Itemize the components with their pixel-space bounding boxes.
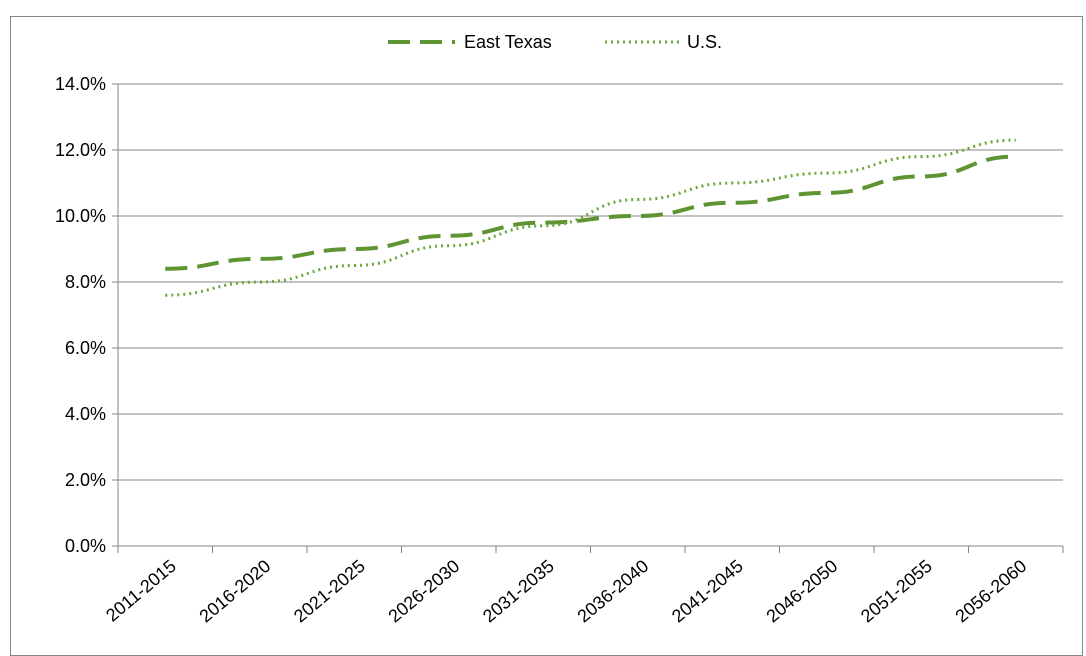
y-tick-label: 0.0% — [65, 536, 106, 556]
y-tick-label: 6.0% — [65, 338, 106, 358]
y-tick-label: 4.0% — [65, 404, 106, 424]
x-tick-label: 2026-2030 — [385, 556, 464, 627]
x-tick-label: 2021-2025 — [290, 556, 369, 627]
y-tick-labels: 0.0% 2.0% 4.0% 6.0% 8.0% 10.0% 12.0% 14.0% — [55, 74, 106, 556]
legend-label: U.S. — [687, 32, 722, 52]
series-lines — [165, 138, 1016, 297]
series-line-east-texas — [165, 154, 1016, 271]
y-tick-label: 14.0% — [55, 74, 106, 94]
x-tick-label: 2051-2055 — [857, 556, 936, 627]
chart-frame — [10, 16, 1083, 656]
y-tick-label: 12.0% — [55, 140, 106, 160]
y-tick-label: 8.0% — [65, 272, 106, 292]
x-tick-label: 2011-2015 — [102, 556, 180, 626]
y-tick-label: 10.0% — [55, 206, 106, 226]
series-line-us — [165, 138, 1016, 297]
x-tick-labels: 2011-2015 2016-2020 2021-2025 2026-2030 2031… — [102, 556, 1030, 627]
x-tick-label: 2056-2060 — [952, 556, 1031, 627]
x-tick-label: 2041-2045 — [668, 556, 747, 627]
x-tick-label: 2016-2020 — [196, 556, 275, 627]
axes — [112, 83, 1064, 553]
legend-label: East Texas — [464, 32, 552, 52]
x-tick-label: 2031-2035 — [479, 556, 558, 627]
x-tick-label: 2036-2040 — [574, 556, 653, 627]
legend: East Texas U.S. — [388, 32, 722, 52]
x-tick-label: 2046-2050 — [763, 556, 842, 627]
gridlines — [118, 83, 1063, 481]
y-tick-label: 2.0% — [65, 470, 106, 490]
